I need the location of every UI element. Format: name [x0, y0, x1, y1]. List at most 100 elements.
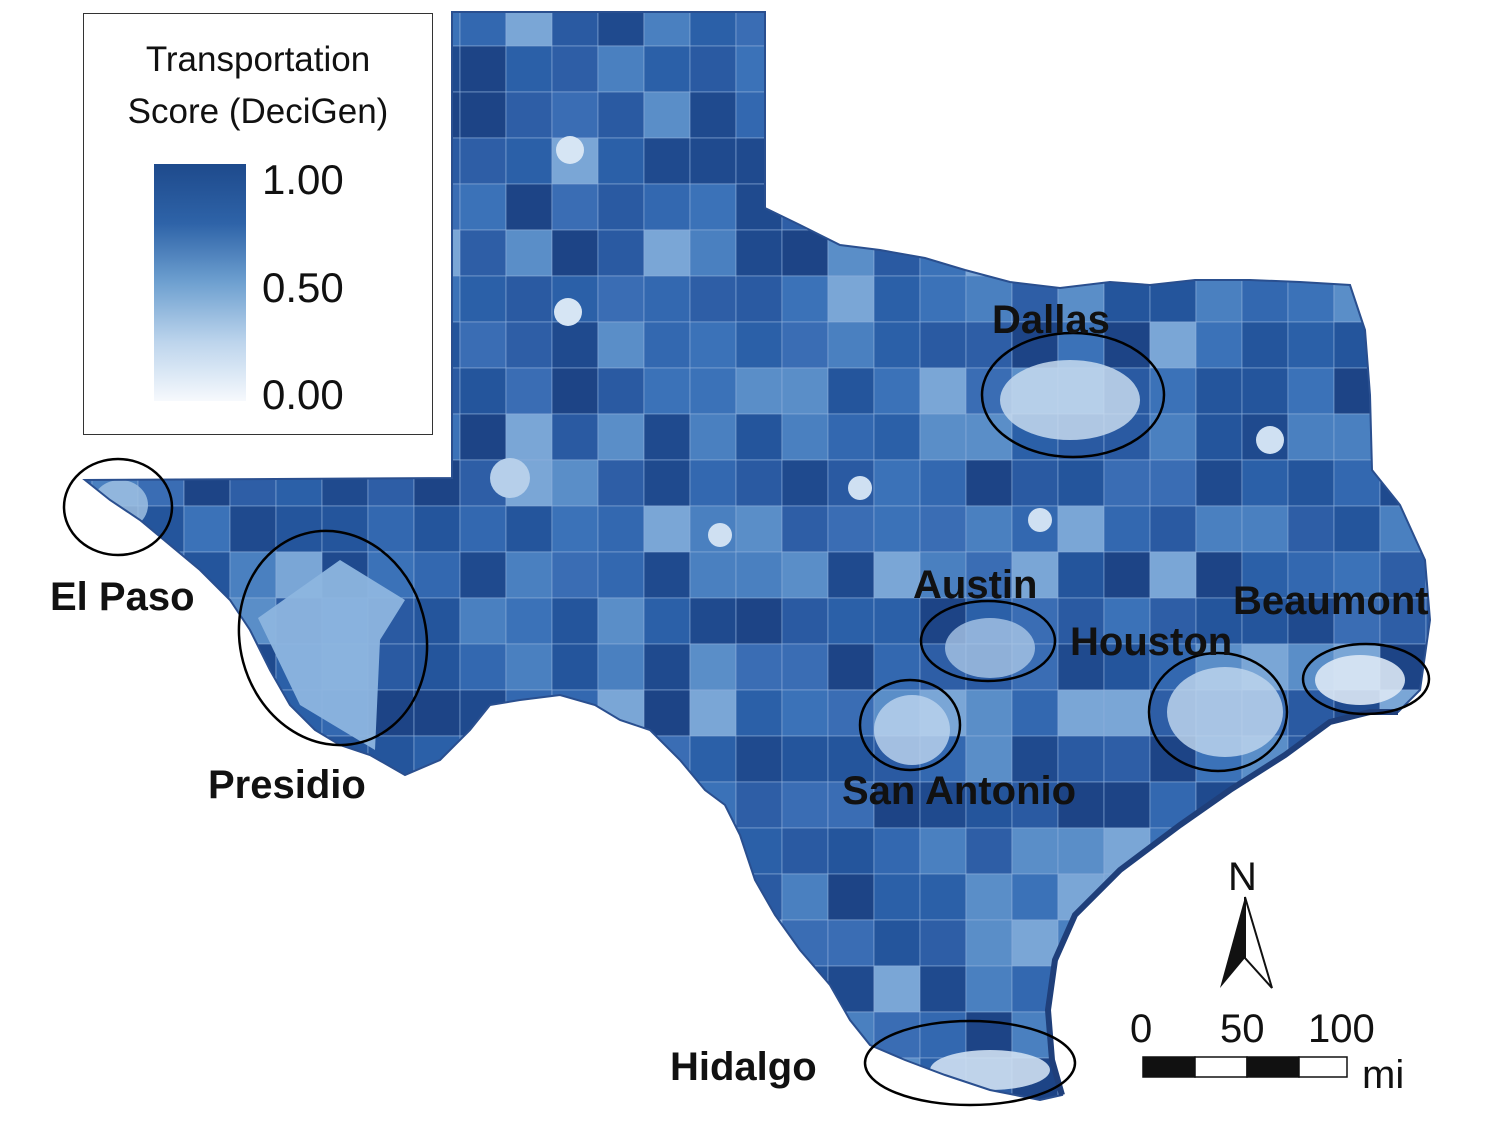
- county-tile: [873, 505, 921, 553]
- county-tile: [1472, 184, 1502, 230]
- county-tile: [965, 321, 1013, 369]
- county-tile: [1103, 91, 1151, 139]
- county-tile: [1287, 597, 1335, 645]
- county-tile: [1472, 1058, 1502, 1104]
- county-tile: [1379, 965, 1427, 1013]
- county-tile: [643, 12, 691, 47]
- county-tile: [229, 459, 277, 507]
- county-tile: [597, 1057, 645, 1100]
- county-tile: [1472, 598, 1502, 644]
- county-tile: [1425, 735, 1430, 783]
- county-tile: [0, 506, 46, 552]
- county-tile: [689, 367, 737, 415]
- county-tile: [1472, 46, 1502, 92]
- county-tile: [1287, 827, 1335, 875]
- county-tile: [781, 45, 829, 93]
- county-tile: [1149, 45, 1197, 93]
- county-tile: [91, 1057, 139, 1100]
- county-tile: [965, 91, 1013, 139]
- county-tile: [643, 781, 691, 829]
- county-tile: [85, 689, 93, 737]
- county-tile: [689, 873, 737, 921]
- san-antonio-circle: [858, 678, 962, 772]
- county-tile: [137, 965, 185, 1013]
- county-tile: [597, 275, 645, 323]
- county-tile: [689, 459, 737, 507]
- county-tile: [827, 367, 875, 415]
- county-tile: [873, 781, 921, 829]
- county-tile: [1149, 551, 1197, 599]
- county-tile: [1011, 551, 1059, 599]
- county-tile: [505, 597, 553, 645]
- county-tile: [551, 91, 599, 139]
- county-tile: [1287, 459, 1335, 507]
- county-tile: [275, 459, 323, 507]
- county-tile: [1472, 552, 1502, 598]
- county-tile: [137, 781, 185, 829]
- county-tile: [781, 275, 829, 323]
- county-tile: [551, 459, 599, 507]
- county-tile: [414, 1104, 460, 1128]
- county-tile: [781, 229, 829, 277]
- county-tile: [1333, 735, 1381, 783]
- county-tile: [873, 1057, 921, 1100]
- county-tile: [1103, 459, 1151, 507]
- county-tile: [689, 413, 737, 461]
- county-tile: [735, 413, 783, 461]
- county-tile: [1241, 459, 1289, 507]
- legend: Transportation Score (DeciGen) 1.00 0.50…: [83, 13, 433, 435]
- county-tile: [965, 919, 1013, 967]
- county-tile: [459, 919, 507, 967]
- county-tile: [137, 643, 185, 691]
- county-tile: [367, 873, 415, 921]
- county-tile: [551, 689, 599, 737]
- county-tile: [0, 1012, 46, 1058]
- county-tile: [873, 1011, 921, 1059]
- county-tile: [1425, 459, 1430, 507]
- county-tile: [1241, 505, 1289, 553]
- county-tile: [137, 735, 185, 783]
- county-tile: [505, 781, 553, 829]
- county-tile: [229, 1011, 277, 1059]
- county-tile: [1287, 367, 1335, 415]
- county-tile: [1425, 91, 1430, 139]
- county-tile: [321, 965, 369, 1013]
- county-tile: [827, 505, 875, 553]
- county-tile: [1472, 460, 1502, 506]
- county-tile: [597, 321, 645, 369]
- county-tile: [1425, 965, 1430, 1013]
- county-tile: [1195, 551, 1243, 599]
- county-tile: [1149, 1011, 1197, 1059]
- county-tile: [275, 505, 323, 553]
- county-tile: [827, 413, 875, 461]
- county-tile: [1379, 413, 1427, 461]
- county-tile: [1058, 1104, 1104, 1128]
- county-tile: [735, 367, 783, 415]
- county-tile: [827, 965, 875, 1013]
- legend-tick-low: 0.00: [262, 371, 344, 418]
- county-tile: [0, 598, 46, 644]
- county-tile: [1472, 920, 1502, 966]
- county-tile: [781, 367, 829, 415]
- county-tile: [85, 459, 93, 507]
- county-tile: [1196, 1104, 1242, 1128]
- county-tile: [0, 322, 46, 368]
- county-tile: [275, 919, 323, 967]
- county-tile: [965, 873, 1013, 921]
- county-tile: [183, 643, 231, 691]
- county-tile: [735, 965, 783, 1013]
- county-tile: [0, 92, 46, 138]
- county-tile: [1149, 413, 1197, 461]
- county-tile: [919, 137, 967, 185]
- county-tile: [1149, 91, 1197, 139]
- county-tile: [1103, 183, 1151, 231]
- county-tile: [1149, 505, 1197, 553]
- county-tile: [551, 229, 599, 277]
- county-tile: [597, 551, 645, 599]
- county-tile: [1149, 965, 1197, 1013]
- county-tile: [1011, 45, 1059, 93]
- county-tile: [873, 965, 921, 1013]
- county-tile: [597, 45, 645, 93]
- county-tile: [781, 505, 829, 553]
- county-tile: [459, 229, 507, 277]
